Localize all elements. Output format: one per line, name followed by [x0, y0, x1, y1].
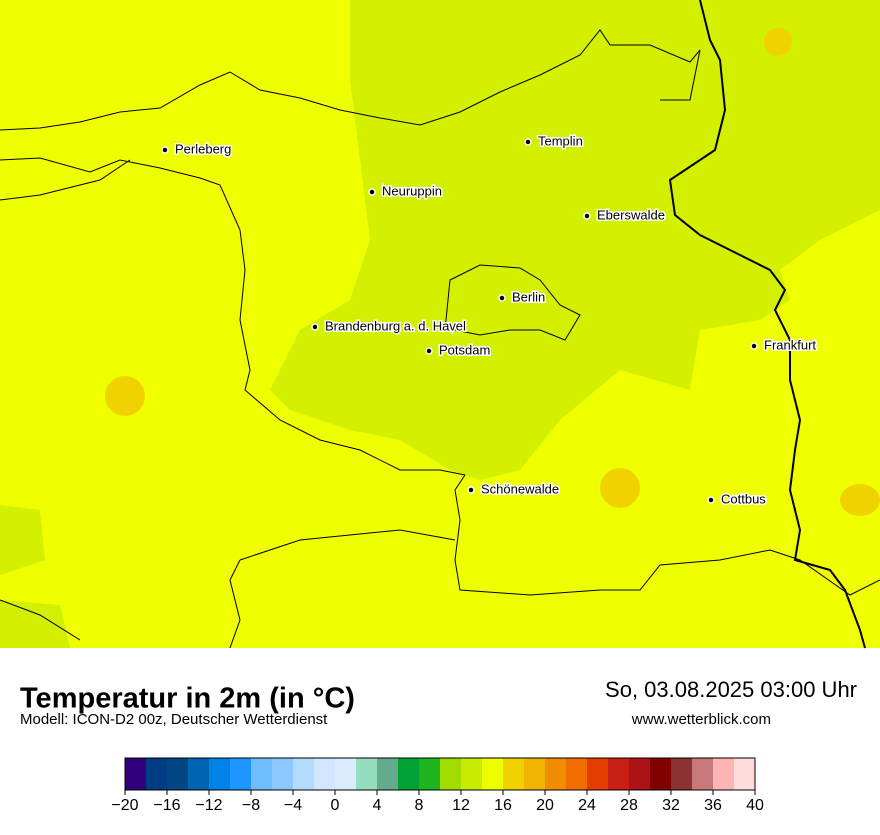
colorbar-cell	[167, 758, 189, 790]
date: So, 03.08.2025 03:00 Uhr	[605, 677, 857, 702]
colorbar-cell	[734, 758, 756, 790]
city-label: Neuruppin	[382, 183, 442, 198]
colorbar-cell	[398, 758, 420, 790]
colorbar-cell	[713, 758, 735, 790]
colorbar-cell	[524, 758, 546, 790]
city-dot	[583, 212, 591, 220]
colorbar-tick-label: 36	[704, 797, 722, 814]
city-label: Perleberg	[175, 141, 231, 156]
colorbar-cell	[545, 758, 567, 790]
city-label: Potsdam	[439, 342, 490, 357]
city-label: Frankfurt	[764, 337, 816, 352]
colorbar-tick-label: −16	[153, 797, 180, 814]
warm-spot	[764, 28, 792, 56]
colorbar-tick-label: 4	[373, 797, 382, 814]
colorbar-tick-label: 12	[452, 797, 470, 814]
subtitle: Modell: ICON-D2 00z, Deutscher Wetterdie…	[20, 711, 328, 728]
colorbar-frame	[124, 757, 756, 791]
colorbar-cell	[482, 758, 504, 790]
colorbar-cell	[335, 758, 357, 790]
colorbar-tick-label: 16	[494, 797, 512, 814]
city-dot	[750, 342, 758, 350]
city-label: Brandenburg a. d. Havel	[325, 318, 466, 333]
colorbar-cell	[209, 758, 231, 790]
colorbar-tick-label: 32	[662, 797, 680, 814]
map	[0, 0, 880, 649]
city-dot	[467, 486, 475, 494]
city-dot	[368, 188, 376, 196]
colorbar-tick-label: 24	[578, 797, 596, 814]
colorbar-tick-label: 40	[746, 797, 764, 814]
colorbar-cell	[293, 758, 315, 790]
colorbar: −20 −16 −12 −8 −4 0 4 8 12 16 20 24 28 32 36 40	[111, 757, 764, 814]
colorbar-cell	[587, 758, 609, 790]
warm-spot	[105, 376, 145, 416]
green-region	[270, 0, 790, 480]
colorbar-cell	[629, 758, 651, 790]
green-region	[670, 0, 880, 270]
colorbar-tick-label: 28	[620, 797, 638, 814]
colorbar-cell	[188, 758, 210, 790]
colorbar-tick-label: −12	[195, 797, 222, 814]
city-label: Templin	[538, 133, 583, 148]
cities: Perleberg Templin Neuruppin Eberswalde Berli…	[161, 132, 818, 508]
colorbar-cell	[125, 758, 147, 790]
warm-spot	[600, 468, 640, 508]
colorbar-tick-label: 0	[331, 797, 340, 814]
colorbar-cell	[461, 758, 483, 790]
city-dot	[425, 347, 433, 355]
colorbar-tick-label: −8	[242, 797, 260, 814]
city-label: Cottbus	[721, 491, 766, 506]
colorbar-cell	[650, 758, 672, 790]
colorbar-cell	[272, 758, 294, 790]
green-region	[0, 505, 45, 575]
green-region	[0, 600, 70, 648]
city-label: Eberswalde	[597, 207, 665, 222]
colorbar-cell	[503, 758, 525, 790]
colorbar-cell	[419, 758, 441, 790]
city-label: Berlin	[512, 289, 545, 304]
national-border	[668, 0, 866, 649]
colorbar-tick-label: 8	[415, 797, 424, 814]
warm-spot	[840, 484, 880, 516]
colorbar-cell	[377, 758, 399, 790]
city-label: Schönewalde	[481, 481, 559, 496]
colorbar-tick-label: −20	[111, 797, 138, 814]
colorbar-cell	[671, 758, 693, 790]
title: Temperatur in 2m (in °C)	[20, 683, 355, 715]
colorbar-cell	[566, 758, 588, 790]
colorbar-cell	[608, 758, 630, 790]
colorbar-cell	[692, 758, 714, 790]
colorbar-cell	[251, 758, 273, 790]
city-dot	[524, 138, 532, 146]
colorbar-cell	[146, 758, 168, 790]
city-dot	[311, 323, 319, 331]
city-dot	[498, 294, 506, 302]
colorbar-tick-label: −4	[284, 797, 302, 814]
city-dot	[161, 146, 169, 154]
colorbar-cell	[230, 758, 252, 790]
colorbar-tick-label: 20	[536, 797, 554, 814]
colorbar-cell	[356, 758, 378, 790]
colorbar-cell	[440, 758, 462, 790]
colorbar-cell	[314, 758, 336, 790]
website: www.wetterblick.com	[631, 711, 771, 728]
city-dot	[707, 496, 715, 504]
